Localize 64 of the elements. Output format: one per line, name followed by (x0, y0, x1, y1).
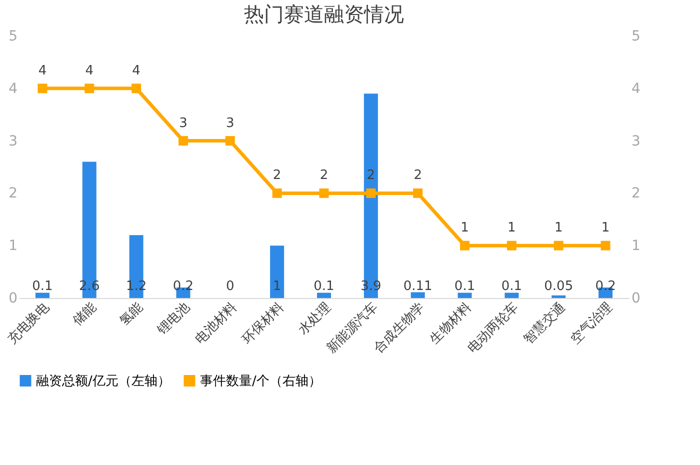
y2-tick-label: 1 (632, 238, 640, 254)
data-label: 1 (460, 220, 469, 236)
point (178, 136, 188, 146)
y-tick-label: 2 (8, 186, 18, 202)
bar (317, 292, 331, 298)
y2-tick-label: 2 (632, 186, 640, 202)
data-label: 0.1 (454, 279, 476, 294)
y-tick-label: 0 (8, 290, 18, 306)
data-label: 2 (272, 168, 282, 184)
x-tick-label: 储能 (70, 300, 100, 329)
data-label: 4 (85, 63, 94, 78)
bar (504, 292, 519, 298)
point (132, 84, 142, 94)
y-tick-label: 1 (8, 238, 18, 254)
bar (458, 292, 472, 298)
point (319, 188, 329, 198)
x-tick-label: 锂电池 (154, 300, 194, 339)
point (460, 240, 470, 250)
bar (552, 295, 566, 298)
point (84, 84, 94, 94)
data-label: 2 (366, 168, 376, 184)
point (225, 136, 235, 146)
y-tick-label: 3 (8, 133, 18, 150)
y2-tick-label: 3 (632, 133, 640, 150)
data-label: 3 (226, 116, 234, 131)
bar (35, 292, 50, 298)
x-tick-label: 空气治理 (568, 300, 616, 348)
x-tick-label: 水处理 (296, 300, 334, 338)
data-label: 0.11 (403, 279, 432, 294)
data-label: 1 (272, 279, 282, 294)
point (38, 84, 48, 94)
legend-label: 事件数量/个（右轴） (200, 374, 322, 389)
y-tick-label: 4 (8, 80, 18, 97)
data-label: 0.1 (501, 279, 522, 294)
y2-tick-label: 5 (632, 28, 640, 44)
data-label: 1 (601, 220, 610, 236)
data-label: 0 (226, 279, 234, 294)
point (506, 240, 516, 250)
data-label: 0.1 (314, 279, 334, 294)
data-label: 0.05 (544, 279, 574, 294)
data-label: 4 (38, 63, 47, 78)
point (272, 188, 282, 198)
data-label: 3 (179, 116, 188, 131)
x-tick-label: 氢能 (117, 300, 146, 329)
point (366, 188, 376, 198)
x-tick-label: 环保材料 (240, 300, 287, 348)
data-label: 2 (320, 168, 328, 184)
data-label: 2 (414, 168, 422, 184)
data-label: 1 (508, 220, 516, 236)
point (413, 188, 423, 198)
data-label: 0.1 (32, 279, 53, 294)
bar (410, 292, 425, 298)
point (600, 240, 610, 250)
x-tick-label: 电池材料 (192, 300, 240, 348)
data-label: 1 (554, 220, 563, 236)
data-label: 4 (132, 63, 140, 78)
y2-tick-label: 4 (632, 80, 640, 97)
bar (270, 246, 284, 298)
y2-tick-label: 0 (632, 290, 640, 306)
y-tick-label: 5 (8, 28, 18, 44)
chart-title: 热门赛道融资情况 (244, 2, 404, 26)
legend-label: 融资总额/亿元（左轴） (36, 374, 170, 389)
point (554, 240, 564, 250)
x-tick-label: 智慧交通 (520, 299, 569, 348)
